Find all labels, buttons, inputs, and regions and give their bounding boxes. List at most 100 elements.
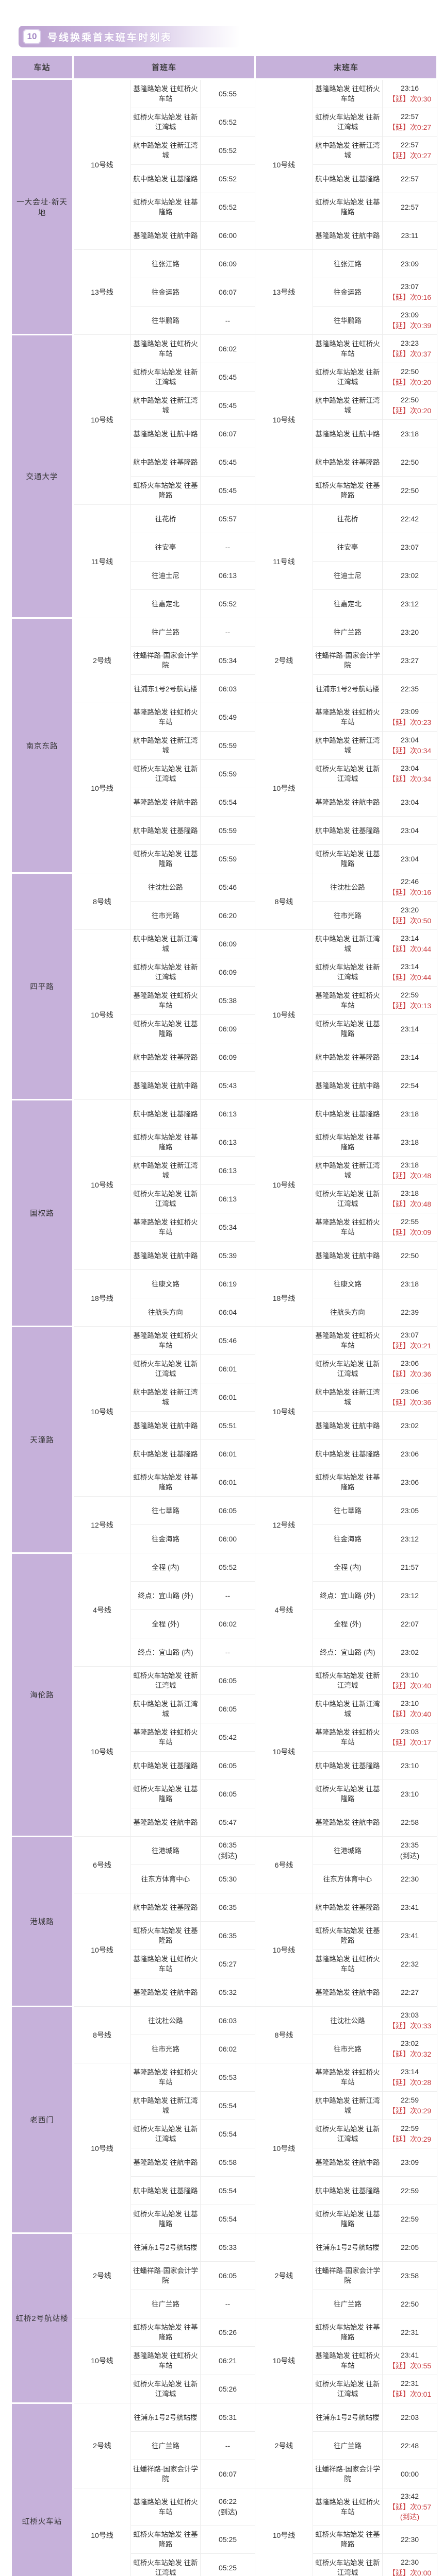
timetable-row: 13号线 往张江路 06:09 13号线 往张江路 23:09 — [11, 249, 438, 335]
time-cell: 05:59 — [200, 759, 256, 788]
timetable-row: 往蟠祥路·国家会计学院 06:07 往蟠祥路·国家会计学院 00:00 — [11, 2460, 438, 2488]
time-cell: 22:50 【延】次0:20 — [382, 363, 438, 392]
time-cell: 06:22 (到达) — [200, 2488, 256, 2526]
time-cell: 22:59 — [382, 2205, 438, 2233]
time-value: 23:09 — [401, 259, 419, 268]
time-value: 05:34 — [218, 1223, 237, 1231]
first-train-direction-cell: 基隆路始发 往虹桥火车站 — [130, 986, 201, 1015]
time-value: 05:54 — [218, 2129, 237, 2138]
time-value: 23:41 — [401, 2351, 419, 2359]
time-cell: 23:04 【延】次0:34 — [382, 759, 438, 788]
time-cell: 23:07 【延】次0:21 — [382, 1326, 438, 1355]
time-cell: 05:52 — [200, 136, 256, 165]
time-value: 23:06 — [401, 1449, 419, 1458]
time-value: 23:04 — [401, 826, 419, 835]
time-value: 05:52 — [218, 146, 237, 155]
time-cell: 05:46 — [200, 1326, 256, 1355]
last-train-line-cell: 10号线 — [255, 2063, 314, 2233]
last-train-line-cell: 2号线 — [255, 2233, 314, 2318]
last-train-line-cell: 10号线 — [255, 703, 314, 873]
last-train-direction-cell: 虹桥火车站始发 往新江湾城 — [313, 2375, 383, 2403]
time-value: 06:05 — [218, 1761, 237, 1770]
timetable-row: 18号线 往康文路 06:19 18号线 往康文路 23:18 — [11, 1269, 438, 1327]
first-train-direction-cell: 往沈杜公路 — [130, 873, 201, 902]
last-train-line-cell: 10号线 — [255, 1326, 314, 1497]
time-value: 05:27 — [218, 1959, 237, 1968]
time-cell: 06:09 — [200, 1043, 256, 1072]
time-value: 05:54 — [218, 2186, 237, 2195]
first-train-direction-cell: 航中路始发 往基隆路 — [130, 1043, 201, 1072]
time-cell: 05:31 — [200, 2403, 256, 2432]
last-train-direction-cell: 往浦东1号2号航站楼 — [313, 2403, 383, 2432]
page-title-text: 号线换乘首末班车时刻表 — [47, 32, 173, 43]
delay-note: 【延】次0:37 — [388, 350, 432, 358]
time-cell: 06:13 — [200, 1128, 256, 1157]
first-train-direction-cell: 航中路始发 往基隆路 — [130, 2176, 201, 2205]
time-value: 22:57 — [401, 112, 419, 121]
station-cell: 港城路 — [10, 1836, 74, 2007]
time-value: 06:13 — [218, 1166, 237, 1175]
time-value: 06:03 — [218, 684, 237, 693]
first-train-line-cell: 13号线 — [73, 249, 131, 335]
first-train-direction-cell: 航中路始发 往新江湾城 — [130, 2091, 201, 2120]
time-value: 23:18 — [401, 1161, 419, 1169]
first-train-direction-cell: 航中路始发 往新江湾城 — [130, 1156, 201, 1185]
station-cell: 海伦路 — [10, 1552, 74, 1837]
last-train-line-cell: 10号线 — [255, 79, 314, 250]
time-cell: 05:26 — [200, 2375, 256, 2403]
time-value: 06:22 — [218, 2497, 237, 2505]
time-value: 22:27 — [401, 1988, 419, 1996]
time-cell: 23:42 【延】次0:57 (到达) — [382, 2488, 438, 2526]
time-cell: 06:03 — [200, 674, 256, 703]
first-train-line-cell: 4号线 — [73, 1553, 131, 1667]
last-train-line-cell: 4号线 — [255, 1553, 314, 1667]
station-cell: 虹桥火车站 — [10, 2402, 74, 2576]
time-cell: 05:45 — [200, 476, 256, 505]
station-cell: 四平路 — [10, 872, 74, 1100]
timetable-row: 虹桥火车站始发 往基隆路 06:01 虹桥火车站始发 往基隆路 23:06 — [11, 1468, 438, 1497]
timetable-row: 基隆路始发 往虹桥火车站 05:27 基隆路始发 往虹桥火车站 22:32 — [11, 1950, 438, 1978]
timetable-row: 虹桥火车站始发 往基隆路 06:35 虹桥火车站始发 往基隆路 23:41 — [11, 1921, 438, 1950]
first-train-line-cell: 10号线 — [73, 334, 131, 505]
time-value: 05:52 — [218, 202, 237, 211]
timetable-row: 航中路始发 往新江湾城 05:45 航中路始发 往新江湾城 22:50 【延】次0:20 — [11, 391, 438, 420]
first-train-line-cell: 8号线 — [73, 2006, 131, 2063]
last-train-direction-cell: 终点：宜山路 (外) — [313, 1581, 383, 1610]
time-value: 05:46 — [218, 1336, 237, 1345]
time-cell: 05:38 — [200, 986, 256, 1015]
time-value: 22:59 — [401, 2214, 419, 2223]
time-value: 06:13 — [218, 1138, 237, 1146]
time-cell: 06:05 — [200, 1780, 256, 1808]
time-cell: 06:02 — [200, 2035, 256, 2063]
time-value: 05:52 — [218, 174, 237, 183]
time-value: 05:46 — [218, 883, 237, 891]
time-cell: 22:50 — [382, 1241, 438, 1270]
first-train-direction-cell: 基隆路始发 往虹桥火车站 — [130, 2063, 201, 2092]
delay-note: 【延】次0:00 — [388, 2569, 432, 2576]
time-cell: 22:59 — [382, 2176, 438, 2205]
time-cell: 05:25 — [200, 2553, 256, 2576]
time-cell: 22:50 — [382, 476, 438, 505]
time-cell: 23:02 — [382, 1638, 438, 1667]
time-value: -- — [225, 2299, 231, 2308]
time-cell: 06:13 — [200, 1184, 256, 1213]
last-train-direction-cell: 往浦东1号2号航站楼 — [313, 674, 383, 703]
first-train-direction-cell: 基隆路始发 往航中路 — [130, 1978, 201, 2007]
time-value: 05:45 — [218, 457, 237, 466]
time-cell: 05:52 — [200, 164, 256, 193]
last-train-direction-cell: 往蟠祥路·国家会计学院 — [313, 2261, 383, 2290]
last-train-direction-cell: 虹桥火车站始发 往基隆路 — [313, 844, 383, 873]
first-train-line-cell: 11号线 — [73, 504, 131, 618]
time-value: 06:02 — [218, 344, 237, 353]
last-train-line-cell: 6号线 — [255, 1836, 314, 1893]
delay-note: 【延】次0:23 — [388, 718, 432, 726]
time-value: 23:10 — [401, 1761, 419, 1770]
delay-note: 【延】次0:44 — [388, 945, 432, 953]
time-value: 22:59 — [401, 991, 419, 999]
time-value: 05:54 — [218, 2214, 237, 2223]
first-train-line-cell: 10号线 — [73, 1893, 131, 2007]
time-cell: 06:05 — [200, 1751, 256, 1780]
time-value: 22:57 — [401, 141, 419, 149]
time-value: 23:20 — [401, 906, 419, 914]
timetable-row: 基隆路始发 往航中路 05:32 基隆路始发 往航中路 22:27 — [11, 1978, 438, 2007]
